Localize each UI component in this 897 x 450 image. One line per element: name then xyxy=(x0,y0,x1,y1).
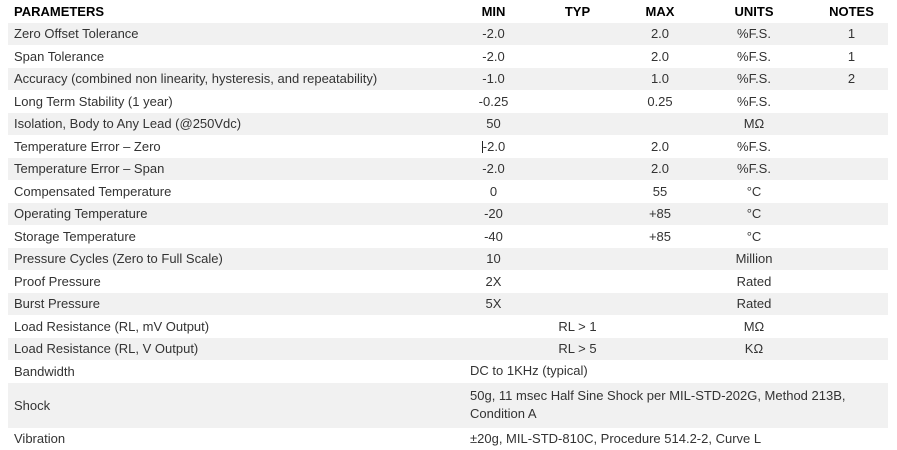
table-row: Shock 50g, 11 msec Half Sine Shock per MI… xyxy=(0,382,897,428)
min-cell: 50 xyxy=(486,116,501,132)
min-cell: -2.0 xyxy=(482,26,505,42)
span-value-cell: 50g, 11 msec Half Sine Shock per MIL-STD… xyxy=(470,388,846,421)
units-cell: Million xyxy=(735,251,773,267)
param-cell: Pressure Cycles (Zero to Full Scale) xyxy=(14,251,223,267)
table-row: Vibration ±20g, MIL-STD-810C, Procedure 5… xyxy=(0,428,897,450)
table-body: Zero Offset Tolerance -2.0 2.0 %F.S. 1 Span T… xyxy=(0,22,897,450)
units-cell: °C xyxy=(746,206,762,222)
notes-cell: 2 xyxy=(847,71,856,87)
table-row: Temperature Error – Span -2.0 2.0 %F.S. xyxy=(0,157,897,181)
table-row: Span Tolerance -2.0 2.0 %F.S. 1 xyxy=(0,45,897,68)
min-cell: 2X xyxy=(485,273,502,289)
span-value-cell: DC to 1KHz (typical) xyxy=(470,363,588,379)
units-cell: Rated xyxy=(736,296,772,312)
param-cell: Load Resistance (RL, mV Output) xyxy=(14,318,210,334)
units-cell: KΩ xyxy=(744,341,764,357)
col-header-notes: NOTES xyxy=(829,3,874,19)
param-cell: Shock xyxy=(14,397,51,413)
param-cell: Temperature Error – Zero xyxy=(14,138,161,154)
table-row: Operating Temperature -20 +85 °C xyxy=(0,202,897,226)
text-cursor-icon xyxy=(481,140,483,153)
units-cell: %F.S. xyxy=(737,161,771,177)
max-cell: 2.0 xyxy=(650,48,670,64)
typ-cell: RL > 5 xyxy=(558,341,597,357)
min-cell: -2.0 xyxy=(450,139,537,154)
param-cell: Proof Pressure xyxy=(14,273,101,289)
units-cell: °C xyxy=(746,228,762,244)
param-cell: Burst Pressure xyxy=(14,296,100,312)
param-cell: Long Term Stability (1 year) xyxy=(14,93,173,109)
min-cell: 0 xyxy=(489,183,498,199)
param-cell: Bandwidth xyxy=(14,363,75,379)
table-header-row: PARAMETERS MIN TYP MAX UNITS NOTES xyxy=(0,0,897,23)
param-cell: Vibration xyxy=(14,431,66,447)
max-cell: 2.0 xyxy=(650,138,670,154)
max-cell: +85 xyxy=(648,206,672,222)
units-cell: %F.S. xyxy=(737,48,771,64)
table-row: Isolation, Body to Any Lead (@250Vdc) 50 M… xyxy=(0,112,897,136)
min-cell: -40 xyxy=(484,228,503,244)
table-row: Load Resistance (RL, V Output) RL > 5 KΩ xyxy=(0,337,897,361)
param-cell: Storage Temperature xyxy=(14,228,136,244)
units-cell: %F.S. xyxy=(737,71,771,87)
table-row: Compensated Temperature 0 55 °C xyxy=(0,180,897,203)
table-row: Long Term Stability (1 year) -0.25 0.25 %F.… xyxy=(0,90,897,113)
param-cell: Span Tolerance xyxy=(14,48,105,64)
units-cell: %F.S. xyxy=(737,26,771,42)
table-row: Proof Pressure 2X Rated xyxy=(0,270,897,293)
col-header-units: UNITS xyxy=(734,3,774,19)
param-cell: Accuracy (combined non linearity, hyster… xyxy=(14,71,378,87)
table-row: Storage Temperature -40 +85 °C xyxy=(0,225,897,248)
min-cell: 10 xyxy=(486,251,501,267)
min-cell: -2.0 xyxy=(482,48,505,64)
param-cell: Load Resistance (RL, V Output) xyxy=(14,341,199,357)
max-cell: 0.25 xyxy=(647,93,673,109)
units-cell: Rated xyxy=(736,273,772,289)
min-cell: -2.0 xyxy=(482,161,505,177)
table-row: Burst Pressure 5X Rated xyxy=(0,292,897,316)
table-row: Temperature Error – Zero -2.0 2.0 %F.S. xyxy=(0,135,897,158)
units-cell: %F.S. xyxy=(737,138,771,154)
col-header-parameters: PARAMETERS xyxy=(14,3,105,19)
max-cell: 2.0 xyxy=(650,26,670,42)
notes-cell: 1 xyxy=(847,48,856,64)
col-header-min: MIN xyxy=(481,3,506,19)
span-value-cell: ±20g, MIL-STD-810C, Procedure 514.2-2, C… xyxy=(470,430,762,446)
max-cell: 1.0 xyxy=(650,71,670,87)
table-row: Pressure Cycles (Zero to Full Scale) 10 Mi… xyxy=(0,247,897,271)
max-cell: 2.0 xyxy=(650,161,670,177)
max-cell: +85 xyxy=(648,228,672,244)
units-cell: °C xyxy=(746,183,762,199)
units-cell: %F.S. xyxy=(737,93,771,109)
col-header-typ: TYP xyxy=(564,3,591,19)
min-cell: -20 xyxy=(484,206,503,222)
typ-cell: RL > 1 xyxy=(558,318,597,334)
param-cell: Isolation, Body to Any Lead (@250Vdc) xyxy=(14,116,242,132)
max-cell: 55 xyxy=(652,183,668,199)
param-cell: Temperature Error – Span xyxy=(14,161,165,177)
notes-cell: 1 xyxy=(847,26,856,42)
min-cell: -1.0 xyxy=(482,71,505,87)
table-row: Zero Offset Tolerance -2.0 2.0 %F.S. 1 xyxy=(0,22,897,46)
min-cell: 5X xyxy=(485,296,502,312)
min-value: -2.0 xyxy=(482,138,506,154)
table-row: Bandwidth DC to 1KHz (typical) xyxy=(0,360,897,383)
param-cell: Operating Temperature xyxy=(14,206,148,222)
table-row: Accuracy (combined non linearity, hyster… xyxy=(0,67,897,91)
units-cell: MΩ xyxy=(743,318,765,334)
units-cell: MΩ xyxy=(743,116,765,132)
table-row: Load Resistance (RL, mV Output) RL > 1 MΩ xyxy=(0,315,897,338)
min-cell: -0.25 xyxy=(478,93,509,109)
param-cell: Compensated Temperature xyxy=(14,183,172,199)
col-header-max: MAX xyxy=(645,3,675,19)
param-cell: Zero Offset Tolerance xyxy=(14,26,139,42)
